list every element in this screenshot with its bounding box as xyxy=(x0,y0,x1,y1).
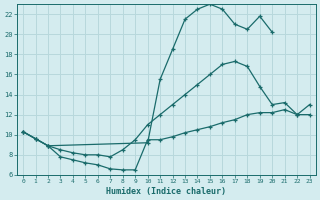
X-axis label: Humidex (Indice chaleur): Humidex (Indice chaleur) xyxy=(106,187,226,196)
